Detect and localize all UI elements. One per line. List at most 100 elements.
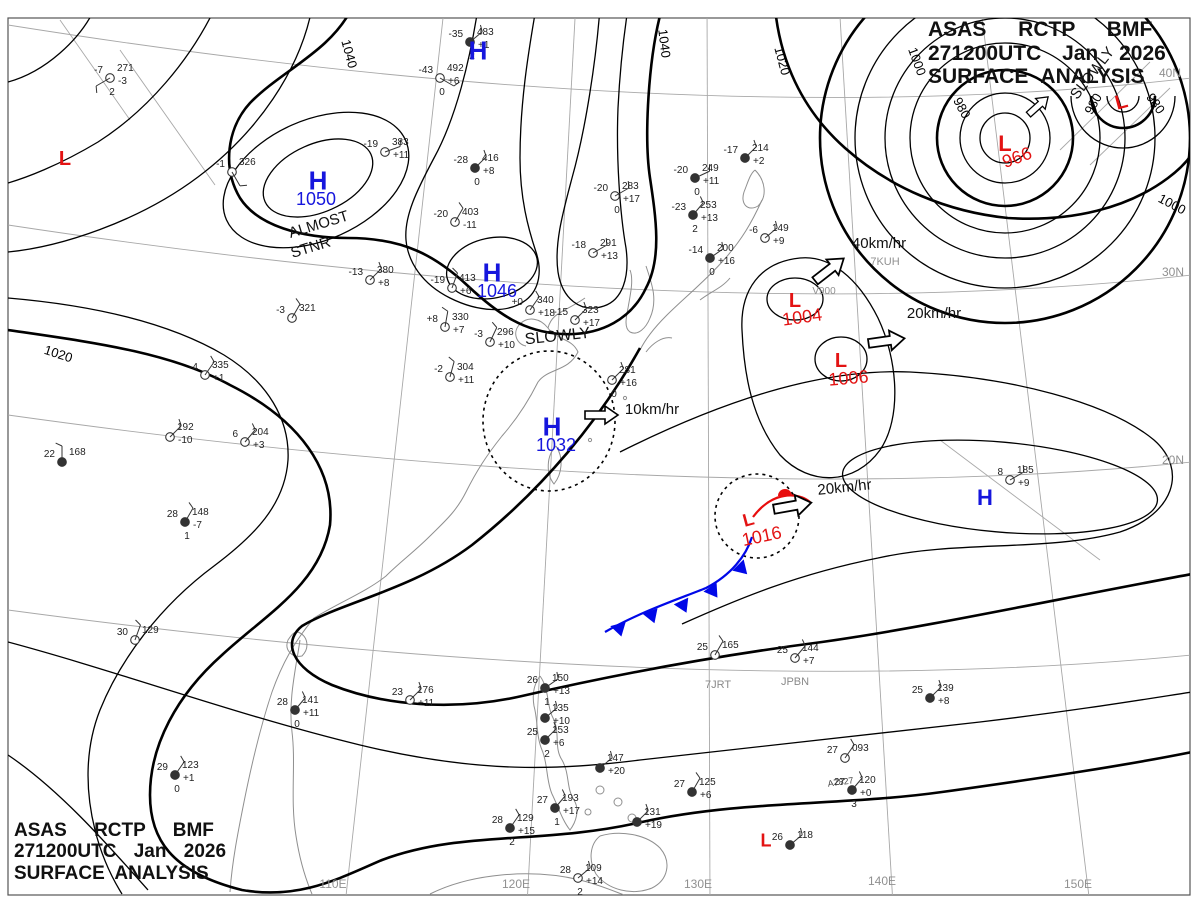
station-pressure: 185 bbox=[1017, 465, 1034, 476]
wind-barb-icon bbox=[491, 321, 498, 328]
station-pressure: 483 bbox=[477, 27, 494, 38]
wind-barb-icon bbox=[938, 679, 942, 687]
station-tendency: -3 bbox=[118, 76, 127, 87]
station-tendency: +13 bbox=[553, 686, 570, 697]
station-tendency: +6 bbox=[700, 790, 712, 801]
low-pressure-symbol: L bbox=[835, 350, 847, 372]
station-plot: -43 492 +60 bbox=[419, 63, 465, 98]
station-pressure: 129 bbox=[142, 625, 159, 636]
wind-shaft-icon bbox=[244, 429, 256, 443]
wind-shaft-icon bbox=[449, 361, 455, 378]
station-temperature: -35 bbox=[449, 29, 464, 40]
station-temperature: -20 bbox=[674, 165, 689, 176]
station-temperature: -18 bbox=[572, 240, 587, 251]
movement-arrow-icon bbox=[811, 257, 845, 286]
wind-shaft-icon bbox=[714, 640, 724, 656]
station-plot: -1 326 bbox=[216, 157, 256, 187]
wind-shaft-icon bbox=[489, 327, 498, 343]
station-plot: 281 +160 bbox=[607, 361, 637, 400]
station-temperature: +8 bbox=[427, 314, 439, 325]
wind-shaft-icon bbox=[451, 272, 458, 289]
map-annotation-label: JPBN bbox=[781, 676, 809, 688]
station-temperature: -17 bbox=[724, 145, 739, 156]
wind-shaft-icon bbox=[454, 207, 464, 223]
wind-shaft-icon bbox=[1009, 471, 1025, 481]
isobar-value-label: 1000 bbox=[905, 45, 929, 77]
wind-shaft-icon bbox=[369, 268, 382, 281]
longitude-label: 120E bbox=[502, 877, 530, 891]
station-temperature: -43 bbox=[419, 65, 434, 76]
station-tendency: +11 bbox=[303, 708, 320, 719]
wind-shaft-icon bbox=[231, 171, 241, 187]
station-temperature: -3 bbox=[276, 305, 285, 316]
wind-barb-icon bbox=[799, 827, 803, 835]
wind-shaft-icon bbox=[691, 777, 701, 793]
chart-title-line2: 271200UTC Jan 2026 bbox=[14, 841, 227, 863]
isobar-value-label: 1040 bbox=[338, 38, 360, 70]
station-pressure: 165 bbox=[722, 640, 739, 651]
wind-shaft-icon bbox=[409, 688, 422, 701]
station-pressure: 193 bbox=[562, 793, 579, 804]
chart-title-bottom-left: ASAS RCTP BMF 271200UTC Jan 2026 SURFACE… bbox=[14, 820, 264, 884]
low-pressure-symbol: L bbox=[1113, 90, 1130, 114]
wind-shaft-icon bbox=[474, 156, 487, 169]
station-plot: -20 249 +110 bbox=[674, 163, 720, 198]
wind-barb-icon bbox=[135, 619, 141, 626]
wind-barb-icon bbox=[452, 267, 458, 274]
station-pressure: 380 bbox=[377, 265, 394, 276]
wind-barb-icon bbox=[441, 306, 449, 312]
latitude-label: 40N bbox=[1159, 66, 1181, 80]
station-cloud: 2 bbox=[692, 224, 698, 235]
station-pressure: 129 bbox=[517, 813, 534, 824]
high-pressure-symbol: H bbox=[309, 165, 328, 195]
station-tendency: +0 bbox=[860, 788, 872, 799]
wind-shaft-icon bbox=[291, 303, 301, 319]
station-tendency: +8 bbox=[378, 278, 390, 289]
station-pressure: 147 bbox=[607, 753, 624, 764]
wind-shaft-icon bbox=[744, 146, 757, 159]
station-tendency: +17 bbox=[563, 806, 580, 817]
wind-barb-icon bbox=[239, 184, 248, 187]
high-1032-dashed-circle bbox=[482, 350, 616, 492]
wind-shaft-icon bbox=[694, 170, 710, 179]
pressure-center-value: 1050 bbox=[296, 189, 336, 209]
station-pressure: 149 bbox=[772, 223, 789, 234]
wind-barb-icon bbox=[458, 202, 464, 209]
station-cloud: 0 bbox=[294, 719, 300, 730]
wind-shaft-icon bbox=[592, 244, 608, 254]
station-pressure: 139 bbox=[937, 683, 954, 694]
station-temperature: 28 bbox=[560, 865, 572, 876]
wind-barb-icon bbox=[553, 721, 557, 729]
station-temperature: 25 bbox=[697, 642, 709, 653]
station-tendency: +1 bbox=[213, 373, 225, 384]
map-annotation-label: A7827 bbox=[827, 775, 854, 789]
wind-shaft-icon bbox=[692, 202, 704, 216]
low-pressure-symbol: L bbox=[741, 509, 757, 531]
isobar-value-label: 1040 bbox=[655, 28, 673, 59]
station-pressure: 109 bbox=[585, 863, 602, 874]
chart-title-line3: SURFACE ANALYSIS bbox=[928, 65, 1145, 89]
station-plot: -17 214 +2 bbox=[724, 139, 769, 167]
wind-barb-icon bbox=[55, 442, 63, 447]
station-pressure: 304 bbox=[457, 362, 474, 373]
station-tendency: +6 bbox=[448, 76, 460, 87]
high-pressure-symbol: H bbox=[543, 411, 562, 441]
station-pressure: 383 bbox=[392, 137, 409, 148]
station-pressure: 204 bbox=[252, 427, 269, 438]
map-annotation-label: 10km/hr bbox=[625, 401, 679, 418]
station-temperature: -2 bbox=[434, 364, 443, 375]
station-pressure: 200 bbox=[717, 243, 734, 254]
station-plot: 28 141 +110 bbox=[277, 691, 320, 730]
station-tendency: +18 bbox=[538, 308, 555, 319]
wind-barb-icon bbox=[448, 356, 455, 362]
station-temperature: -13 bbox=[349, 267, 364, 278]
station-pressure: 192 bbox=[177, 422, 194, 433]
station-temperature: 30 bbox=[117, 627, 129, 638]
low-pressure-symbol: L bbox=[789, 290, 801, 312]
station-plot: -19 413 +6 bbox=[431, 267, 476, 297]
station-pressure: 330 bbox=[452, 312, 469, 323]
wind-barb-icon bbox=[561, 789, 566, 796]
wind-barb-icon bbox=[627, 180, 630, 189]
station-pressure: 144 bbox=[802, 643, 819, 654]
